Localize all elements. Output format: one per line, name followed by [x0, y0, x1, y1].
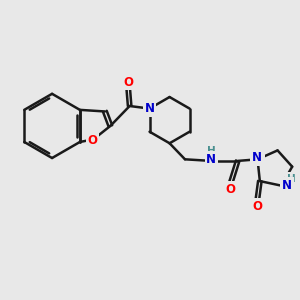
Text: O: O [88, 134, 98, 147]
Text: N: N [253, 150, 263, 163]
Text: N: N [206, 153, 216, 166]
Text: N: N [252, 151, 262, 164]
Text: O: O [123, 76, 133, 89]
Text: H: H [207, 146, 216, 156]
Text: O: O [252, 200, 262, 213]
Text: H: H [287, 174, 296, 184]
Text: N: N [145, 102, 154, 115]
Text: O: O [225, 183, 235, 196]
Text: N: N [145, 100, 154, 112]
Text: N: N [282, 179, 292, 192]
